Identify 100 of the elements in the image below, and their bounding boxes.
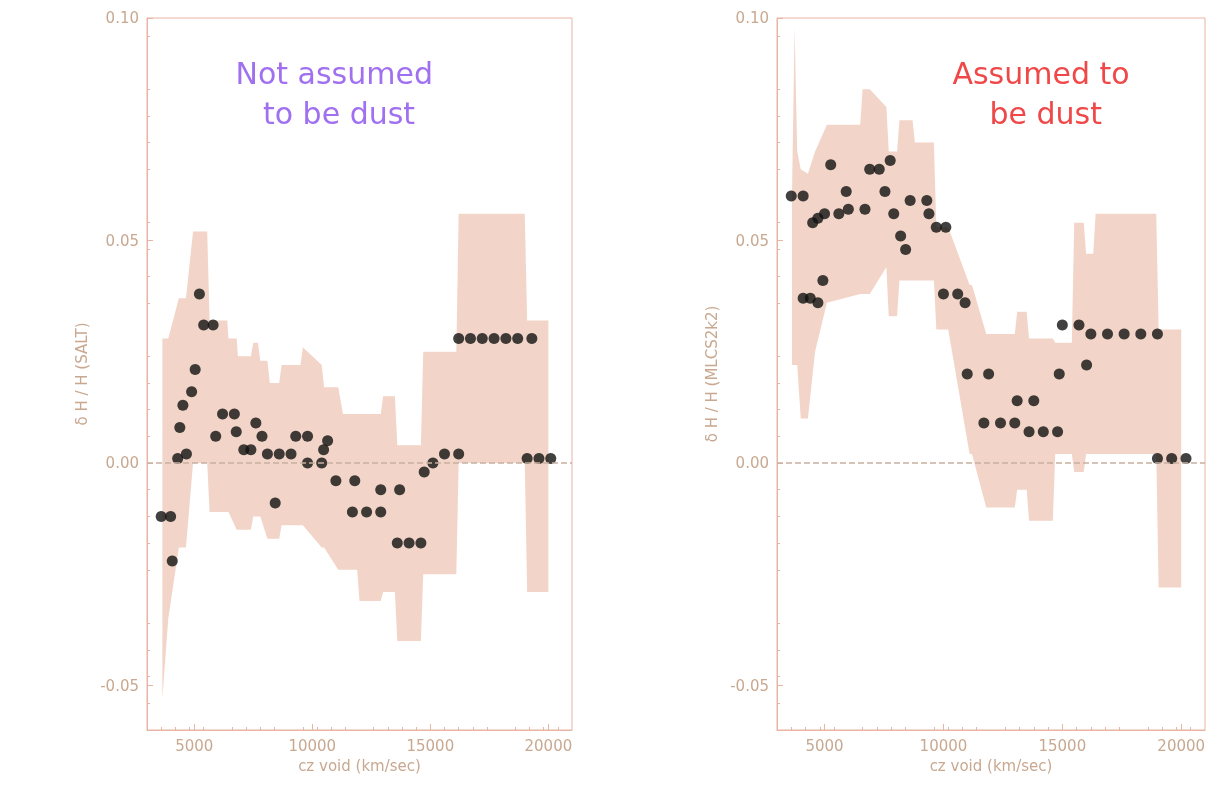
y-tick-label: -0.05	[100, 676, 139, 695]
point	[290, 430, 302, 442]
y-tick-label: -0.05	[730, 676, 769, 695]
point	[545, 453, 557, 465]
point	[228, 408, 240, 420]
text: Assumed to be dust	[952, 55, 1130, 131]
point	[302, 430, 314, 442]
point	[180, 448, 192, 460]
y-tick-label: 0.10	[735, 9, 769, 27]
point	[842, 203, 854, 215]
point	[526, 332, 538, 344]
x-tick-label: 10000	[288, 736, 337, 755]
point	[1056, 319, 1068, 331]
point	[895, 230, 907, 242]
y-tick-label: 0.05	[105, 231, 139, 250]
point	[1118, 328, 1130, 340]
point	[825, 159, 837, 171]
point	[375, 484, 387, 496]
point	[1081, 359, 1093, 371]
x-axis-title: cz void (km/sec)	[929, 756, 1053, 775]
point	[155, 510, 167, 522]
y-tick-label: 0.00	[105, 454, 139, 472]
point	[533, 453, 545, 465]
point	[198, 319, 210, 331]
point	[930, 221, 942, 233]
point	[940, 221, 952, 233]
point	[165, 510, 177, 522]
point	[873, 163, 885, 175]
point	[250, 417, 262, 429]
point	[900, 243, 912, 255]
point	[978, 417, 990, 429]
y-tick-label: 0.10	[105, 9, 139, 27]
x-tick-label: 5000	[175, 736, 214, 755]
y-axis-title: δ H / H (MLCS2k2)	[702, 305, 721, 443]
point	[217, 408, 229, 420]
point	[245, 444, 257, 456]
point	[318, 444, 330, 456]
point	[812, 297, 824, 309]
point	[174, 421, 186, 433]
x-tick-label: 20000	[1157, 736, 1206, 755]
point	[1011, 395, 1023, 407]
point	[904, 194, 916, 206]
y-tick-label: 0.00	[735, 454, 769, 472]
point	[375, 506, 387, 518]
point	[285, 448, 297, 460]
point	[210, 430, 222, 442]
point	[189, 364, 201, 376]
y-tick-label: 0.05	[735, 231, 769, 250]
point	[500, 332, 512, 344]
point	[193, 288, 205, 300]
x-tick-label: 10000	[919, 736, 968, 755]
point	[166, 555, 178, 567]
point	[884, 154, 896, 166]
point	[1023, 426, 1035, 438]
point	[418, 466, 430, 478]
point	[864, 163, 876, 175]
point	[439, 448, 450, 460]
point	[207, 319, 219, 331]
point	[983, 368, 995, 380]
point	[1102, 328, 1114, 340]
point	[797, 190, 809, 202]
point	[785, 190, 797, 202]
point	[512, 332, 524, 344]
point	[453, 448, 465, 460]
point	[937, 288, 949, 300]
point	[1028, 395, 1040, 407]
point	[961, 368, 973, 380]
point	[361, 506, 373, 518]
point	[952, 288, 964, 300]
point	[403, 537, 415, 549]
y-axis-title: δ H / H (SALT)	[72, 322, 91, 426]
point	[394, 484, 406, 496]
point	[230, 426, 242, 438]
point	[453, 332, 465, 344]
point	[322, 435, 334, 447]
point	[391, 537, 403, 549]
point	[1009, 417, 1021, 429]
point	[1135, 328, 1147, 340]
x-axis-title: cz void (km/sec)	[298, 756, 421, 775]
point	[995, 417, 1007, 429]
point	[330, 475, 342, 487]
point	[1037, 426, 1049, 438]
point	[1073, 319, 1085, 331]
point	[488, 332, 500, 344]
point	[888, 208, 900, 220]
point	[859, 203, 871, 215]
point	[346, 506, 358, 518]
point	[1085, 328, 1097, 340]
point	[1052, 426, 1064, 438]
text: Not assumed to be dust	[235, 55, 443, 131]
point	[261, 448, 273, 460]
x-tick-label: 20000	[524, 736, 573, 755]
x-tick-label: 15000	[1038, 736, 1087, 755]
point	[879, 186, 891, 198]
point	[256, 430, 268, 442]
point	[464, 332, 476, 344]
point	[349, 475, 361, 487]
point	[273, 448, 285, 460]
x-tick-label: 5000	[805, 736, 844, 755]
point	[186, 386, 198, 398]
